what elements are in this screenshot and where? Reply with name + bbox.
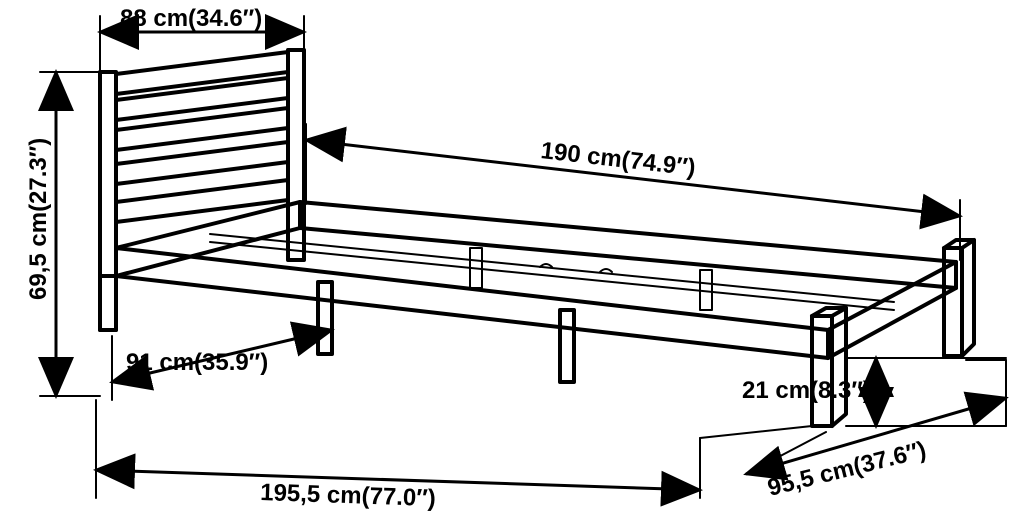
dim-leg-clearance: 21 cm(8.3″) 21 cm(8.3″) bbox=[742, 358, 1006, 426]
head-near-leg bbox=[100, 276, 116, 330]
dim-inner-width: 91 cm(35.9″) bbox=[112, 284, 332, 400]
headboard-left-post bbox=[100, 72, 116, 330]
foot-near-leg bbox=[812, 308, 846, 426]
dim-label-leg-clearance-h: 21 cm(8.3″) bbox=[742, 377, 871, 404]
dim-height: 69,5 cm(27.3″) bbox=[25, 72, 100, 396]
dim-label-inner-width: 91 cm(35.9″) bbox=[126, 349, 268, 376]
dim-mattress-length: 190 cm(74.9″) bbox=[306, 124, 960, 260]
dim-label-height: 69,5 cm(27.3″) bbox=[25, 138, 52, 300]
headboard-slats bbox=[116, 52, 288, 222]
dim-label-overall-length: 195,5 cm(77.0″) bbox=[260, 479, 436, 512]
dim-label-overall-width: 95,5 cm(37.6″) bbox=[765, 436, 929, 501]
dim-label-headboard-width: 88 cm(34.6″) bbox=[120, 5, 262, 32]
near-side-rail bbox=[116, 248, 828, 358]
dim-overall-length: 195,5 cm(77.0″) bbox=[96, 400, 812, 512]
